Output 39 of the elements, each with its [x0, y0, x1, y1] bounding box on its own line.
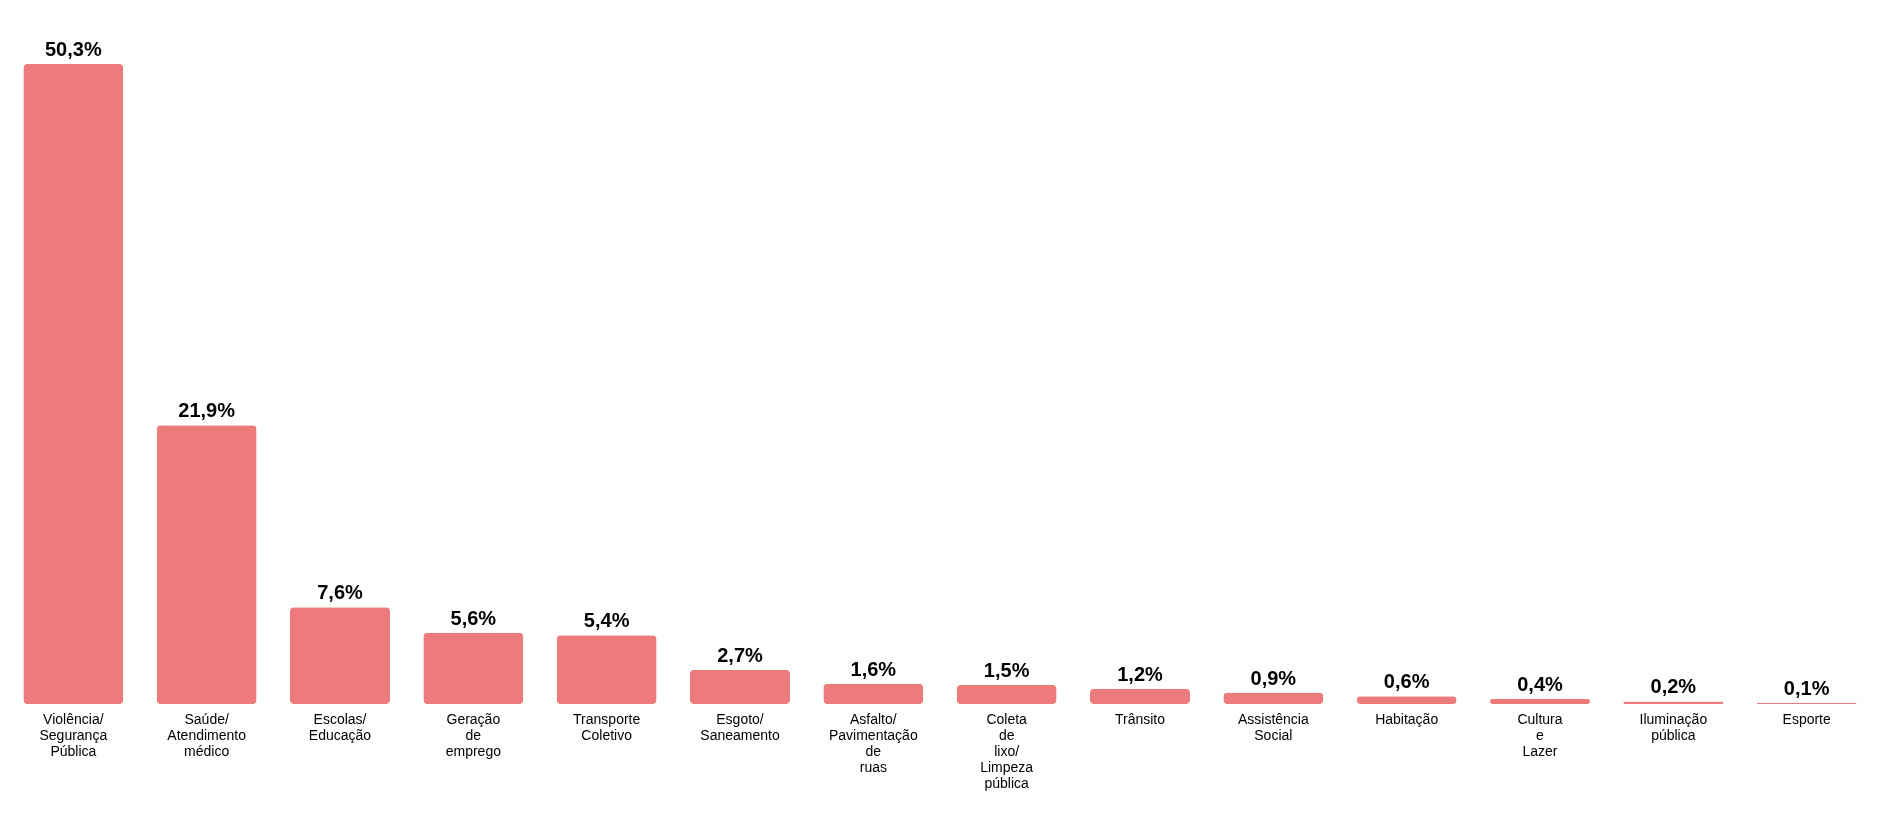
- bar: [23, 64, 124, 704]
- bar: [1090, 688, 1190, 704]
- data-label: 0,1%: [1783, 676, 1830, 699]
- bar: [290, 607, 390, 704]
- bar: [823, 683, 924, 704]
- data-label: 5,4%: [583, 609, 630, 632]
- x-tick-label: Geração de emprego: [445, 710, 502, 759]
- data-label: 7,6%: [317, 581, 364, 604]
- bar: [556, 635, 657, 704]
- data-label: 5,6%: [450, 606, 497, 629]
- bar: [156, 425, 257, 704]
- data-label: 0,4%: [1517, 672, 1564, 695]
- bar: [1490, 698, 1590, 704]
- x-tick-label: Assistência Social: [1237, 710, 1309, 743]
- x-tick-label: Coleta de lixo/ Limpeza pública: [980, 710, 1034, 791]
- bar: [690, 669, 790, 704]
- data-label: 2,7%: [717, 643, 764, 666]
- x-tick-label: Esporte: [1782, 710, 1831, 727]
- x-tick-label: Violência/ Segurança Pública: [39, 710, 108, 759]
- data-label: 1,5%: [983, 658, 1030, 681]
- x-tick-label: Esgoto/ Saneamento: [700, 710, 780, 743]
- x-tick-label: Habitação: [1375, 710, 1439, 727]
- data-label: 1,6%: [850, 657, 897, 680]
- x-tick-label: Iluminação pública: [1639, 710, 1708, 743]
- bar: [423, 632, 524, 704]
- x-tick-label: Escolas/ Educação: [308, 710, 372, 743]
- data-label: 0,9%: [1250, 666, 1297, 689]
- data-label: 0,6%: [1383, 670, 1430, 693]
- x-tick-label: Cultura e Lazer: [1517, 710, 1563, 759]
- x-tick-label: Transporte Coletivo: [573, 710, 641, 743]
- x-tick-label: Asfalto/ Pavimentação de ruas: [828, 710, 918, 775]
- x-tick-label: Saúde/ Atendimento médico: [167, 710, 247, 759]
- data-label: 1,2%: [1117, 662, 1164, 685]
- data-label: 50,3%: [44, 38, 102, 60]
- data-label: 21,9%: [178, 399, 236, 422]
- x-tick-label: Trânsito: [1114, 710, 1166, 727]
- bar: [1223, 692, 1324, 704]
- data-label: 0,2%: [1650, 675, 1697, 698]
- bar: [956, 684, 1057, 704]
